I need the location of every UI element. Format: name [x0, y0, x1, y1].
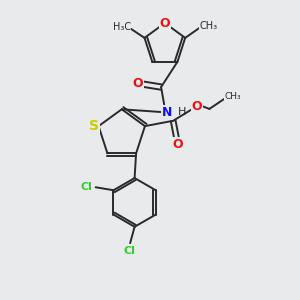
Text: O: O — [132, 77, 142, 90]
Text: N: N — [162, 106, 172, 119]
Text: Cl: Cl — [124, 246, 136, 256]
Text: H₃C: H₃C — [112, 22, 131, 32]
Text: O: O — [192, 100, 202, 113]
Text: O: O — [172, 138, 183, 151]
Text: CH₃: CH₃ — [199, 21, 218, 31]
Text: O: O — [160, 16, 170, 30]
Text: S: S — [89, 119, 99, 133]
Text: Cl: Cl — [81, 182, 93, 192]
Text: CH₃: CH₃ — [225, 92, 242, 101]
Text: H: H — [178, 107, 186, 117]
